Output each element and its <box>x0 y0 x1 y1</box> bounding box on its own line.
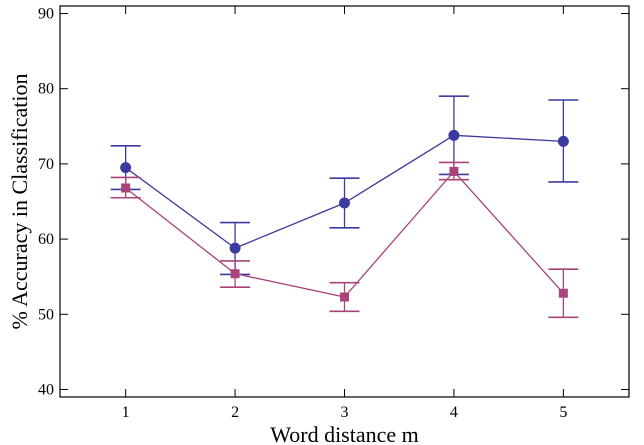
data-point <box>121 183 131 193</box>
y-tick-label: 50 <box>38 306 54 323</box>
y-axis-title: % Accuracy in Classification <box>7 74 32 330</box>
data-point <box>448 129 460 141</box>
data-point <box>449 166 459 176</box>
data-point <box>230 269 240 279</box>
x-tick-label: 2 <box>231 404 239 421</box>
series-1 <box>110 95 579 276</box>
y-tick-label: 70 <box>38 156 54 173</box>
data-point <box>120 162 132 174</box>
data-point <box>339 197 350 209</box>
x-axis-title: Word distance m <box>270 422 419 445</box>
y-tick-label: 40 <box>38 381 54 398</box>
data-point <box>557 135 569 147</box>
series-2 <box>110 161 579 319</box>
x-tick-label: 4 <box>450 404 458 421</box>
data-point <box>340 292 349 302</box>
x-tick-label: 3 <box>341 404 349 421</box>
data-point <box>558 288 568 298</box>
y-tick-label: 80 <box>38 81 54 98</box>
x-tick-label: 1 <box>122 404 130 421</box>
data-point <box>229 242 241 254</box>
y-tick-label: 60 <box>38 231 54 248</box>
y-tick-label: 90 <box>38 6 54 23</box>
x-tick-label: 5 <box>559 404 567 421</box>
